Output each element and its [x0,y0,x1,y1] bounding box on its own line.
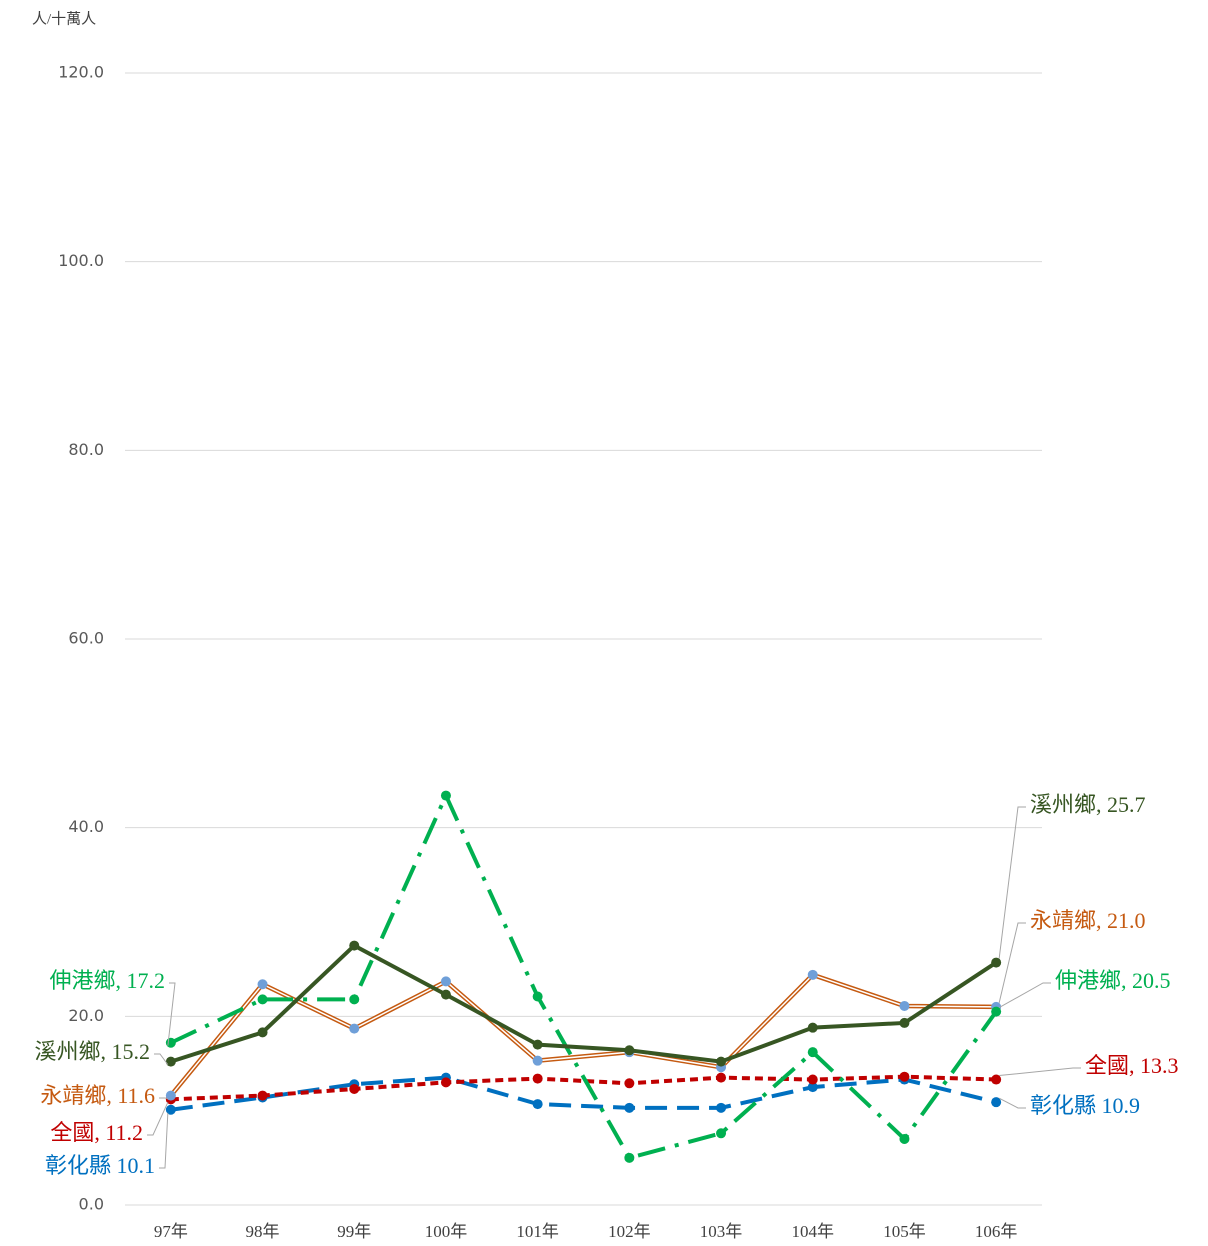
marker [991,1097,1002,1108]
marker [991,1074,1002,1085]
y-tick-label: 120.0 [58,63,104,82]
marker [440,790,451,801]
marker [349,940,360,951]
x-tick-label: 97年 [154,1222,188,1241]
x-tick-label: 102年 [608,1222,651,1241]
marker [899,1071,910,1082]
marker [440,1077,451,1088]
data-label: 永靖鄉, 21.0 [1030,908,1146,933]
series-line [165,1071,1002,1105]
x-tick-label: 104年 [792,1222,835,1241]
series-line [165,940,1002,1067]
y-tick-label: 100.0 [58,251,104,270]
leader-line [999,1067,1081,1077]
marker [624,1102,635,1113]
leader-line [159,1097,168,1100]
marker [257,979,268,990]
marker [807,1082,818,1093]
data-label: 伸港鄉, 20.5 [1055,968,1171,993]
data-label: 永靖鄉, 11.6 [40,1083,155,1108]
marker [257,1090,268,1101]
marker [349,1023,360,1034]
y-axis-label: 人/十萬人 [32,10,96,27]
x-tick-label: 105年 [883,1222,926,1241]
marker [165,1056,176,1067]
leader-line [154,1053,169,1065]
y-tick-label: 40.0 [68,817,104,836]
marker [257,994,268,1005]
marker [807,1047,818,1058]
y-tick-label: 60.0 [68,629,104,648]
marker [991,1006,1002,1017]
marker [532,1039,543,1050]
data-label: 全國, 13.3 [1085,1053,1179,1078]
leader-line [167,982,176,1046]
marker [532,991,543,1002]
marker [899,1133,910,1144]
marker [532,1073,543,1084]
data-label: 彰化縣 10.1 [45,1153,155,1178]
marker [165,1037,176,1048]
data-label: 溪州鄉, 15.2 [34,1039,150,1064]
x-tick-label: 103年 [700,1222,743,1241]
marker [899,1000,910,1011]
marker [716,1128,727,1139]
marker [807,1074,818,1085]
data-label: 溪州鄉, 25.7 [1030,792,1146,817]
marker [624,1152,635,1163]
line [170,943,998,1064]
leader-line [998,1097,1026,1109]
y-tick-label: 20.0 [68,1006,104,1025]
x-tick-label: 99年 [337,1222,371,1241]
y-tick-label: 80.0 [68,440,104,459]
marker [716,1072,727,1083]
leader-line [159,1112,169,1169]
marker [165,1090,176,1101]
x-tick-label: 106年 [975,1222,1018,1241]
marker [991,957,1002,968]
marker [440,976,451,987]
marker [716,1056,727,1067]
line [170,1074,997,1102]
line-inner [170,973,997,1097]
line [169,790,998,1161]
leader-line [998,982,1051,1009]
marker [899,1017,910,1028]
marker [716,1102,727,1113]
data-label: 全國, 11.2 [50,1120,143,1145]
x-tick-label: 100年 [425,1222,468,1241]
leader-line [998,806,1026,959]
x-tick-label: 101年 [516,1222,559,1241]
marker [624,1045,635,1056]
y-tick-label: 0.0 [79,1195,104,1214]
series-line [165,790,1002,1163]
marker [257,1027,268,1038]
marker [349,994,360,1005]
x-tick-label: 98年 [246,1222,280,1241]
leader-line [998,922,1026,1004]
series-line [165,969,1002,1101]
marker [349,1083,360,1094]
marker [532,1055,543,1066]
marker [807,969,818,980]
marker [165,1104,176,1115]
marker [624,1078,635,1089]
data-label: 伸港鄉, 17.2 [49,968,165,993]
data-label: 彰化縣 10.9 [1030,1093,1140,1118]
marker [807,1022,818,1033]
marker [440,989,451,1000]
marker [532,1099,543,1110]
leader-line [147,1102,169,1136]
